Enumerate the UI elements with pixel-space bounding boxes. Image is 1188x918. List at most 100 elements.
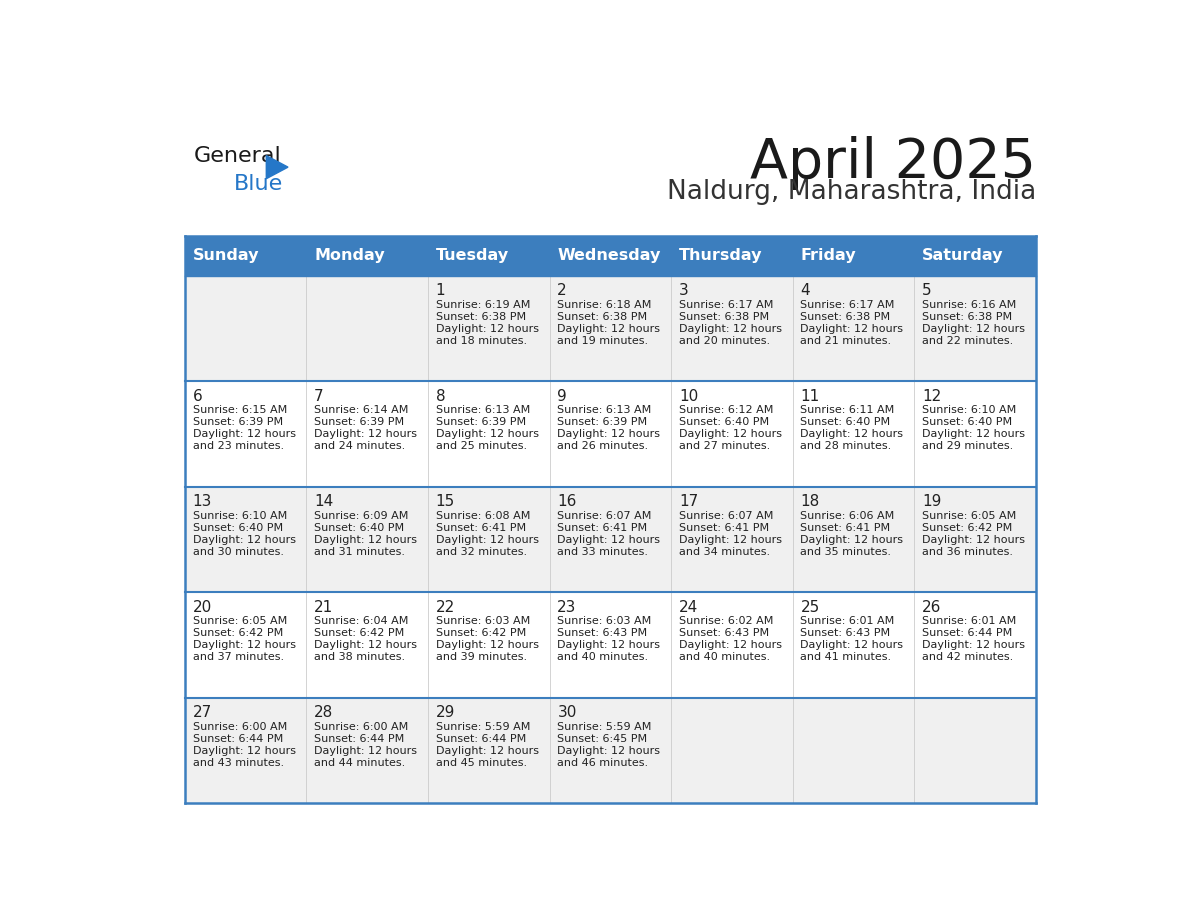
Text: Sunrise: 6:10 AM: Sunrise: 6:10 AM [192, 511, 287, 521]
Text: 20: 20 [192, 599, 211, 615]
Text: Sunrise: 6:04 AM: Sunrise: 6:04 AM [315, 616, 409, 626]
Text: Sunrise: 6:00 AM: Sunrise: 6:00 AM [315, 722, 409, 732]
Text: Daylight: 12 hours: Daylight: 12 hours [436, 430, 539, 440]
Text: Daylight: 12 hours: Daylight: 12 hours [436, 641, 539, 650]
Text: Daylight: 12 hours: Daylight: 12 hours [315, 430, 417, 440]
Bar [915, 236, 1036, 275]
Text: Daylight: 12 hours: Daylight: 12 hours [678, 430, 782, 440]
Text: and 44 minutes.: and 44 minutes. [315, 757, 405, 767]
Text: Daylight: 12 hours: Daylight: 12 hours [192, 430, 296, 440]
Text: Sunset: 6:44 PM: Sunset: 6:44 PM [192, 733, 283, 744]
Text: Sunset: 6:42 PM: Sunset: 6:42 PM [192, 628, 283, 638]
Text: 17: 17 [678, 495, 699, 509]
Text: Daylight: 12 hours: Daylight: 12 hours [801, 535, 904, 544]
Bar [428, 236, 550, 275]
Text: Sunrise: 6:17 AM: Sunrise: 6:17 AM [678, 300, 773, 310]
Text: 5: 5 [922, 284, 931, 298]
Text: Daylight: 12 hours: Daylight: 12 hours [557, 745, 661, 756]
Text: Sunset: 6:41 PM: Sunset: 6:41 PM [436, 523, 526, 532]
Text: 4: 4 [801, 284, 810, 298]
Text: Sunrise: 6:15 AM: Sunrise: 6:15 AM [192, 406, 287, 416]
Text: Daylight: 12 hours: Daylight: 12 hours [436, 535, 539, 544]
Polygon shape [266, 155, 287, 179]
Text: Daylight: 12 hours: Daylight: 12 hours [192, 745, 296, 756]
Text: 19: 19 [922, 495, 941, 509]
Text: 7: 7 [315, 389, 324, 404]
Text: and 27 minutes.: and 27 minutes. [678, 442, 770, 452]
Text: and 34 minutes.: and 34 minutes. [678, 547, 770, 556]
Text: Tuesday: Tuesday [436, 248, 508, 263]
Text: Sunset: 6:42 PM: Sunset: 6:42 PM [922, 523, 1012, 532]
Text: Sunrise: 5:59 AM: Sunrise: 5:59 AM [436, 722, 530, 732]
Text: Sunset: 6:44 PM: Sunset: 6:44 PM [436, 733, 526, 744]
Text: and 33 minutes.: and 33 minutes. [557, 547, 649, 556]
Text: 11: 11 [801, 389, 820, 404]
Text: Sunrise: 6:17 AM: Sunrise: 6:17 AM [801, 300, 895, 310]
Text: Saturday: Saturday [922, 248, 1004, 263]
Text: and 40 minutes.: and 40 minutes. [557, 653, 649, 662]
Text: and 32 minutes.: and 32 minutes. [436, 547, 527, 556]
Text: and 31 minutes.: and 31 minutes. [315, 547, 405, 556]
Text: Sunset: 6:38 PM: Sunset: 6:38 PM [557, 312, 647, 322]
Text: Friday: Friday [801, 248, 857, 263]
Text: and 30 minutes.: and 30 minutes. [192, 547, 284, 556]
Text: Sunrise: 6:13 AM: Sunrise: 6:13 AM [557, 406, 651, 416]
Bar [185, 487, 1036, 592]
Text: Sunset: 6:41 PM: Sunset: 6:41 PM [801, 523, 891, 532]
Bar [185, 236, 307, 275]
Text: Sunrise: 6:11 AM: Sunrise: 6:11 AM [801, 406, 895, 416]
Text: and 26 minutes.: and 26 minutes. [557, 442, 649, 452]
Text: and 39 minutes.: and 39 minutes. [436, 653, 527, 662]
Text: Sunrise: 6:02 AM: Sunrise: 6:02 AM [678, 616, 773, 626]
Text: Sunrise: 6:05 AM: Sunrise: 6:05 AM [922, 511, 1016, 521]
Text: Sunset: 6:38 PM: Sunset: 6:38 PM [801, 312, 891, 322]
Text: Thursday: Thursday [678, 248, 763, 263]
Text: Sunrise: 6:07 AM: Sunrise: 6:07 AM [678, 511, 773, 521]
Text: 3: 3 [678, 284, 689, 298]
Text: Sunset: 6:39 PM: Sunset: 6:39 PM [315, 418, 404, 428]
Text: General: General [194, 146, 282, 165]
Text: Sunset: 6:43 PM: Sunset: 6:43 PM [801, 628, 891, 638]
Text: Sunset: 6:40 PM: Sunset: 6:40 PM [922, 418, 1012, 428]
Text: Daylight: 12 hours: Daylight: 12 hours [922, 430, 1025, 440]
Text: Sunset: 6:42 PM: Sunset: 6:42 PM [315, 628, 404, 638]
Text: Daylight: 12 hours: Daylight: 12 hours [436, 745, 539, 756]
Text: Sunrise: 6:10 AM: Sunrise: 6:10 AM [922, 406, 1016, 416]
Text: Daylight: 12 hours: Daylight: 12 hours [192, 641, 296, 650]
Text: Sunset: 6:38 PM: Sunset: 6:38 PM [922, 312, 1012, 322]
Text: Sunday: Sunday [192, 248, 259, 263]
Text: 12: 12 [922, 389, 941, 404]
Text: 30: 30 [557, 705, 576, 721]
Text: 1: 1 [436, 284, 446, 298]
Text: Daylight: 12 hours: Daylight: 12 hours [922, 535, 1025, 544]
Text: and 35 minutes.: and 35 minutes. [801, 547, 891, 556]
Text: Daylight: 12 hours: Daylight: 12 hours [922, 324, 1025, 334]
Text: Sunset: 6:41 PM: Sunset: 6:41 PM [678, 523, 769, 532]
Text: Daylight: 12 hours: Daylight: 12 hours [678, 324, 782, 334]
Text: Sunrise: 6:05 AM: Sunrise: 6:05 AM [192, 616, 287, 626]
Text: Sunrise: 5:59 AM: Sunrise: 5:59 AM [557, 722, 652, 732]
Text: Sunrise: 6:09 AM: Sunrise: 6:09 AM [315, 511, 409, 521]
Text: Sunset: 6:39 PM: Sunset: 6:39 PM [436, 418, 526, 428]
Text: Daylight: 12 hours: Daylight: 12 hours [557, 430, 661, 440]
Text: Sunset: 6:38 PM: Sunset: 6:38 PM [436, 312, 526, 322]
Text: 16: 16 [557, 495, 576, 509]
Text: 6: 6 [192, 389, 202, 404]
Text: and 19 minutes.: and 19 minutes. [557, 336, 649, 346]
Text: 2: 2 [557, 284, 567, 298]
Text: Wednesday: Wednesday [557, 248, 661, 263]
Text: 28: 28 [315, 705, 334, 721]
Text: and 42 minutes.: and 42 minutes. [922, 653, 1013, 662]
Text: 18: 18 [801, 495, 820, 509]
Bar [792, 236, 915, 275]
Text: Sunrise: 6:08 AM: Sunrise: 6:08 AM [436, 511, 530, 521]
Text: Sunrise: 6:03 AM: Sunrise: 6:03 AM [557, 616, 651, 626]
Text: 25: 25 [801, 599, 820, 615]
Bar [185, 275, 1036, 381]
Text: Sunrise: 6:16 AM: Sunrise: 6:16 AM [922, 300, 1016, 310]
Text: and 29 minutes.: and 29 minutes. [922, 442, 1013, 452]
Text: and 18 minutes.: and 18 minutes. [436, 336, 527, 346]
Text: and 24 minutes.: and 24 minutes. [315, 442, 405, 452]
Text: Naldurg, Maharashtra, India: Naldurg, Maharashtra, India [666, 179, 1036, 206]
Text: Daylight: 12 hours: Daylight: 12 hours [315, 641, 417, 650]
